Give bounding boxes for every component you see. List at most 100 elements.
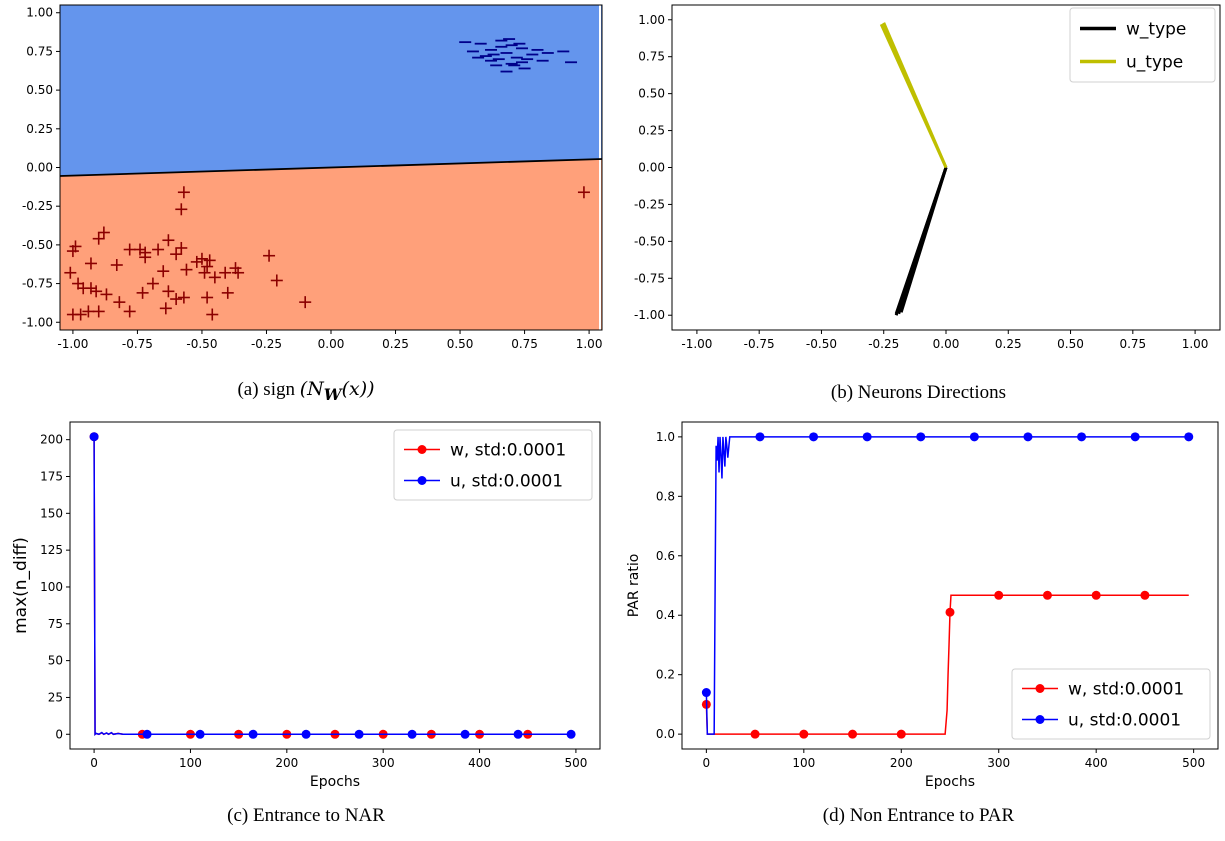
plus-marker [157,265,170,278]
y-tick-label: -0.25 [634,197,665,211]
plus-marker [206,308,219,321]
plus-marker [97,226,110,239]
plus-marker [100,288,113,301]
plus-marker [82,305,95,318]
legend-label: u, std:0.0001 [1068,711,1181,731]
x-tick-label: 400 [468,756,491,770]
y-tick-label: 0.50 [26,83,53,97]
plus-marker [152,243,165,256]
series-marker [195,729,205,739]
plus-marker [110,259,123,271]
y-tick-label: 0.4 [656,608,675,622]
y-tick-label: -1.00 [22,315,53,329]
caption-a: (a) sign (NW(x)) [237,378,375,404]
plus-marker [263,249,276,262]
series-marker [750,729,760,739]
plus-marker [180,263,193,276]
legend-label: u_type [1126,53,1183,73]
plus-marker [92,305,105,318]
y-tick-label: 0.8 [656,489,675,503]
plus-marker [90,285,103,298]
plus-marker [159,302,172,315]
y-tick-label: 0.25 [26,122,53,136]
positive-region [60,5,602,177]
x-tick-label: -1.00 [57,337,88,351]
plus-marker [577,186,590,199]
legend-label: w, std:0.0001 [1068,680,1184,700]
plus-marker [136,286,149,299]
caption-d: (d) Non Entrance to PAR [822,805,1015,826]
plus-marker [162,234,175,247]
legend-label: u, std:0.0001 [450,472,563,492]
y-tick-label: -1.00 [634,308,665,322]
x-tick-label: 100 [792,756,815,770]
par-ratio-chart: 0 100 200 300 400 500 0.0 0.2 0.4 0.6 0.8 1.0 Epochs… [626,421,1219,790]
x-tick-label: -0.75 [122,337,153,351]
plus-marker [64,266,77,279]
plus-marker [221,286,234,299]
y-tick-label: 1.0 [656,430,675,444]
x-tick-label: 0.25 [382,337,409,351]
series-marker [89,432,99,442]
plus-marker [146,277,159,290]
x-tick-label: 500 [564,756,587,770]
series-marker [916,432,926,442]
plus-marker [219,266,232,279]
y-tick-label: 0.75 [26,44,53,58]
series-marker [513,729,523,739]
decision-boundary-line [59,158,603,177]
y-tick-label: -0.75 [634,271,665,285]
series-marker [248,729,258,739]
plus-marker [175,203,188,216]
series-marker [896,729,906,739]
y-axis-label: PAR ratio [626,554,642,618]
x-tick-label: -0.50 [186,337,217,351]
legend-box [393,429,593,501]
plus-marker [270,274,283,287]
y-tick-label: 200 [40,433,63,447]
y-tick-label: 75 [48,617,63,631]
y-tick-label: 100 [40,580,63,594]
x-tick-label: 500 [1182,756,1205,770]
x-tick-label: -0.25 [868,337,899,351]
x-tick-label: 0.50 [1057,337,1084,351]
series-marker [848,729,858,739]
series-marker [969,432,979,442]
x-tick-label: -0.50 [806,337,837,351]
caption-b: (b) Neurons Directions [830,382,1007,403]
plus-marker [170,248,183,261]
x-tick-label: 200 [890,756,913,770]
y-tick-label: 0.00 [638,161,665,175]
series-marker [407,729,417,739]
series-marker [354,729,364,739]
y-tick-label: 50 [48,654,63,668]
plus-marker [84,257,97,270]
plus-marker [177,291,190,304]
plus-marker [229,262,242,275]
plus-marker [123,305,136,318]
series-marker [1130,432,1140,442]
plus-marker [198,266,211,279]
series-marker [1140,590,1150,600]
x-tick-label: -0.25 [251,337,282,351]
series-marker [460,729,470,739]
y-tick-label: 1.00 [26,6,53,20]
plus-marker [84,282,97,295]
series-marker [755,432,765,442]
y-tick-label: 0.25 [638,124,665,138]
legend-box [1069,7,1216,83]
plus-marker [162,285,175,298]
x-tick-label: 0.25 [995,337,1022,351]
plus-marker [69,240,82,253]
legend-label: w, std:0.0001 [450,441,566,461]
legend-marker [417,476,427,485]
legend-marker [1035,715,1045,724]
x-axis-label: Epochs [925,774,975,790]
y-tick-label: 0.2 [656,668,675,682]
negative-region [60,158,602,330]
x-axis-label: Epochs [310,774,360,790]
legend-marker [417,445,427,454]
entrance-nar-chart: 0 100 200 300 400 500 0 25 50 75 100 125 150 175 200 Ep… [11,421,601,790]
x-tick-label: 0.00 [318,337,345,351]
series-marker [945,607,955,617]
